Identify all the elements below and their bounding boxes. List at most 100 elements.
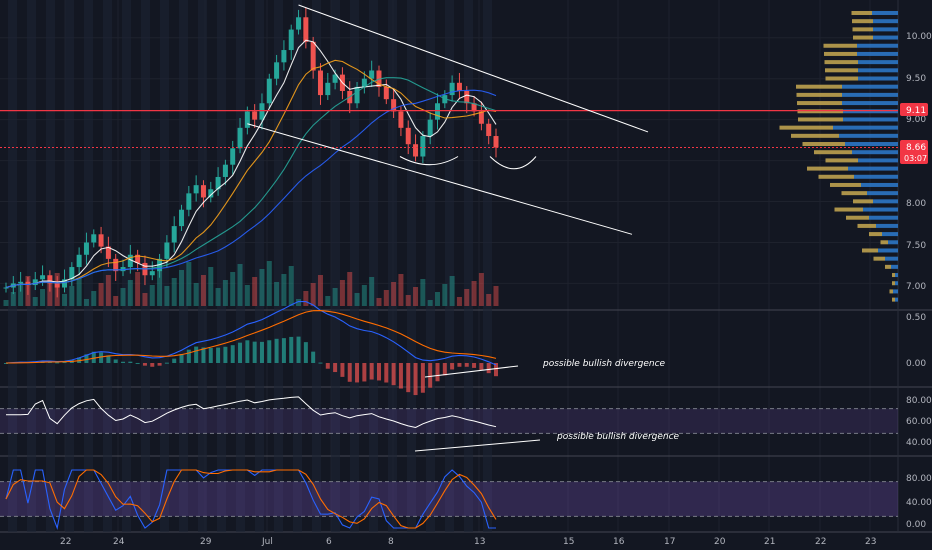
time-tick-label: 17	[664, 537, 675, 547]
candle-body	[47, 275, 53, 284]
volume-profile-bar	[851, 10, 872, 15]
volume-bar	[91, 291, 97, 306]
cup-arc	[399, 156, 459, 166]
session-band	[464, 0, 473, 532]
candle-body	[54, 283, 60, 288]
time-tick-label: 13	[474, 537, 485, 547]
volume-bar	[413, 287, 419, 306]
session-band	[46, 0, 55, 532]
macd-histogram-bar	[194, 346, 199, 363]
price-tick-label: 9.00	[906, 115, 926, 125]
session-band	[27, 0, 36, 532]
macd-histogram-bar	[142, 363, 147, 366]
candle-body	[3, 287, 9, 289]
stoch-line	[5, 469, 497, 529]
candle-body	[186, 193, 192, 210]
macd-histogram-bar	[376, 363, 381, 381]
macd-histogram-bar	[281, 338, 286, 363]
volume-bar	[18, 284, 24, 306]
volume-bar	[179, 270, 185, 306]
session-band	[84, 0, 93, 532]
volume-bar	[442, 284, 448, 306]
macd-line	[5, 310, 497, 364]
volume-profile-bar	[853, 35, 873, 40]
candle-body	[40, 275, 46, 280]
volume-profile-bar	[842, 92, 898, 97]
volume-bar	[200, 275, 206, 306]
macd-histogram-bar	[420, 363, 425, 393]
volume-profile-bar	[796, 84, 842, 89]
session-band	[122, 0, 131, 532]
volume-profile-bar	[873, 256, 885, 261]
candle-body	[325, 82, 331, 96]
time-tick-label: 23	[865, 537, 876, 547]
volume-bar	[142, 293, 148, 306]
macd-histogram-bar	[106, 355, 111, 363]
macd-histogram-bar	[384, 363, 389, 383]
volume-profile-bar	[858, 158, 898, 163]
stoch-tick-label: 80.00	[906, 474, 932, 484]
volume-profile-bar	[852, 19, 873, 24]
level-price-badge	[900, 103, 928, 116]
macd-histogram-bar	[325, 363, 330, 369]
volume-bar	[237, 264, 243, 306]
volume-bar	[449, 276, 455, 306]
volume-bar	[317, 275, 323, 306]
volume-profile-bar	[796, 92, 842, 97]
volume-profile-bar	[825, 158, 858, 163]
volume-profile-bar	[873, 27, 898, 32]
volume-profile-bar	[825, 76, 858, 81]
volume-profile-bar	[843, 117, 898, 122]
trendline-drawings[interactable]	[0, 4, 898, 235]
macd-divergence-note: possible bullish divergence	[542, 359, 666, 369]
volume-bar	[471, 281, 477, 306]
macd-histogram-bar	[62, 362, 67, 364]
candle-body	[200, 185, 206, 198]
volume-bar	[369, 277, 375, 306]
upper-trendline	[298, 4, 649, 133]
volume-profile-bar	[891, 264, 898, 269]
macd-histogram-bar	[238, 342, 243, 363]
macd-histogram-bar	[259, 341, 264, 363]
session-bands	[8, 0, 492, 532]
volume-bar	[398, 274, 404, 306]
rsi-tick-label: 40.00	[906, 438, 932, 448]
session-band	[369, 0, 378, 532]
candle-body	[281, 50, 287, 63]
macd-histogram-bar	[486, 363, 491, 374]
session-band	[236, 0, 245, 532]
volume-profile-bar	[791, 133, 839, 138]
rsi-band	[0, 408, 898, 434]
volume-bar	[76, 278, 82, 306]
volume-bar	[325, 296, 331, 306]
volume-profile-bar	[857, 223, 876, 228]
time-tick-label: 8	[388, 537, 394, 547]
session-band	[179, 0, 188, 532]
volume-profile-bar	[797, 101, 842, 106]
macd-histogram-bar	[435, 363, 440, 382]
countdown-label: 03:07	[904, 154, 927, 163]
candle-body	[471, 103, 477, 112]
volume-bar	[266, 261, 272, 306]
candle-body	[434, 103, 440, 120]
macd-histogram-bar	[252, 341, 257, 363]
last-price-label: 8.66	[906, 143, 926, 153]
volume-profile-bar	[846, 215, 869, 220]
macd-histogram-bar	[398, 363, 403, 389]
macd-histogram-bar	[91, 351, 96, 363]
volume-bar	[486, 294, 492, 306]
session-band	[293, 0, 302, 532]
candle-body	[179, 209, 185, 227]
session-band	[426, 0, 435, 532]
volume-profile-bar	[857, 43, 898, 48]
time-tick-label: 6	[326, 537, 332, 547]
macd-histogram-bar	[274, 338, 279, 363]
volume-bar	[135, 272, 141, 306]
volume-bar	[456, 297, 462, 306]
macd-histogram-bar	[201, 347, 206, 363]
candle-body	[456, 82, 462, 91]
macd-histogram-bar	[84, 354, 89, 363]
session-band	[217, 0, 226, 532]
macd-histogram-bar	[164, 362, 169, 364]
